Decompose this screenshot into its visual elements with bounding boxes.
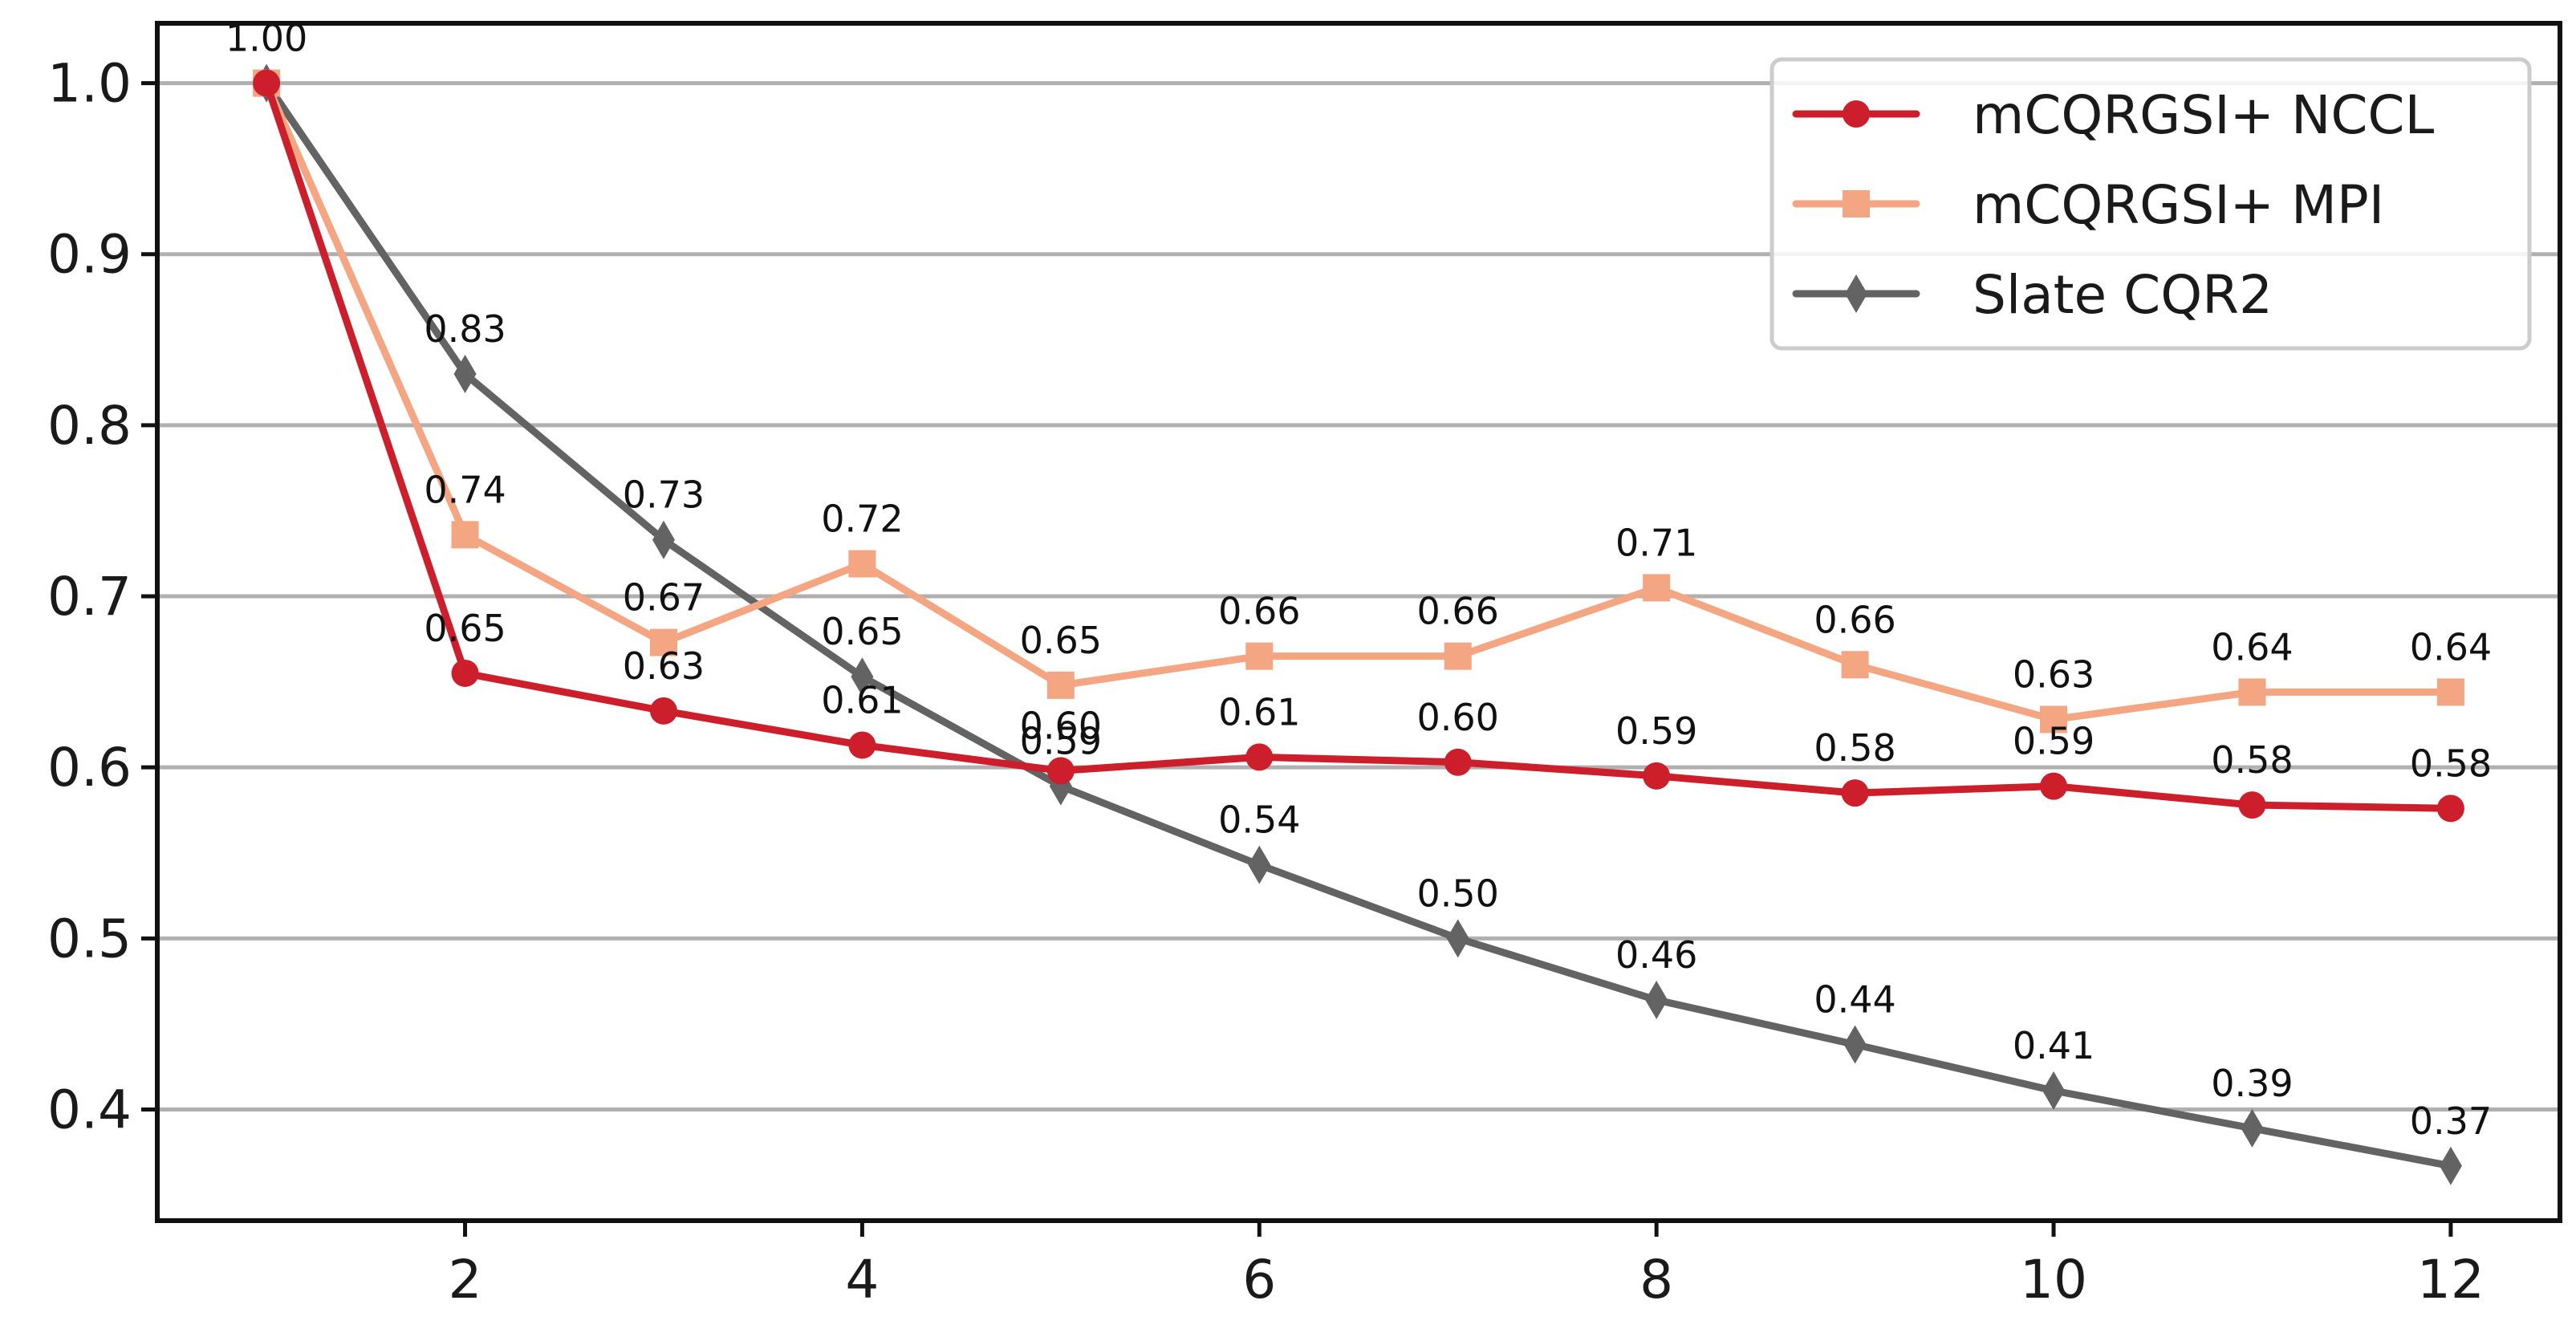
grid-lines: [157, 81, 2560, 1112]
data-point: [253, 69, 281, 97]
data-label: 0.83: [424, 307, 506, 351]
series-line: [262, 79, 2455, 723]
data-label: 0.74: [424, 468, 506, 511]
series-line: [262, 79, 2455, 1170]
data-point: [1248, 845, 1271, 884]
data-point: [451, 659, 479, 687]
y-tick-label: 0.9: [47, 224, 132, 286]
data-label: 0.59: [1615, 709, 1697, 753]
data-label: 0.71: [1615, 521, 1697, 564]
data-point: [1645, 981, 1668, 1020]
data-labels: 0.650.630.610.60 0.61 0.60 0.59 0.58 0.59 0.58…: [226, 17, 2492, 1143]
data-label: 0.44: [1814, 977, 1895, 1021]
data-label: 0.60: [1020, 704, 1102, 747]
data-point: [1643, 762, 1671, 790]
data-label: 0.61: [1218, 690, 1300, 734]
legend-marker: [1843, 190, 1870, 217]
data-label: 0.39: [2211, 1062, 2293, 1105]
data-point: [1444, 748, 1472, 776]
x-tick-label: 4: [845, 1249, 879, 1311]
data-label: 0.54: [1218, 799, 1300, 842]
data-point: [1643, 574, 1671, 602]
data-point: [649, 628, 677, 656]
data-point: [1843, 1025, 1867, 1064]
data-label: 0.58: [2410, 742, 2492, 785]
x-axis: 2 4 6 8 10 12: [449, 1221, 2485, 1311]
data-point: [2439, 1146, 2462, 1185]
legend-label: mCQRGSI+ MPI: [1973, 174, 2384, 236]
data-point: [1841, 779, 1869, 807]
data-label: 0.41: [2013, 1024, 2095, 1067]
y-tick-label: 0.7: [47, 566, 132, 628]
y-tick-label: 0.4: [47, 1079, 132, 1140]
series-line: [262, 79, 2455, 812]
data-point: [851, 657, 874, 697]
data-label: 0.63: [2013, 652, 2095, 696]
data-point: [1841, 651, 1869, 679]
data-label: 0.66: [1218, 590, 1300, 633]
data-point: [649, 697, 677, 725]
data-point: [652, 520, 675, 559]
data-point: [1245, 743, 1274, 771]
x-tick-label: 6: [1242, 1249, 1276, 1311]
data-label: 0.73: [623, 473, 705, 517]
x-tick-label: 12: [2417, 1249, 2485, 1311]
data-label: 0.65: [821, 610, 903, 653]
data-point: [1444, 642, 1472, 670]
x-tick-label: 8: [1639, 1249, 1673, 1311]
legend-marker: [1843, 100, 1870, 128]
data-point: [1046, 671, 1075, 699]
data-label: 0.46: [1615, 933, 1697, 977]
data-label: 0.58: [2211, 738, 2293, 782]
data-point: [2238, 678, 2266, 706]
legend-label: Slate CQR2: [1973, 264, 2273, 326]
data-point: [453, 354, 477, 393]
data-point: [1245, 642, 1274, 670]
data-point: [2436, 795, 2464, 823]
data-label: 0.50: [1417, 872, 1499, 915]
legend-box: [1769, 57, 2532, 351]
y-axis: 0.4 0.5 0.6 0.7 0.8 0.9 1.0: [47, 53, 157, 1140]
y-tick-label: 0.8: [47, 395, 132, 457]
legend: mCQRGSI+ NCCL mCQRGSI+ MPI Slate CQR2: [1769, 57, 2532, 351]
data-label: 0.66: [1814, 598, 1895, 641]
data-label: 0.59: [2013, 720, 2095, 763]
legend-marker: [1845, 274, 1867, 313]
series-layer: [253, 63, 2464, 1185]
data-label: 0.65: [424, 607, 506, 650]
data-label: 0.60: [1417, 696, 1499, 739]
plot-frame: [155, 21, 2562, 1223]
data-label: 0.58: [1814, 726, 1895, 770]
data-point: [2040, 705, 2068, 734]
data-label: 0.72: [821, 498, 903, 541]
data-point: [2042, 1071, 2066, 1111]
data-label: 0.66: [1417, 590, 1499, 633]
x-tick-label: 10: [2020, 1249, 2087, 1311]
data-label: 0.65: [1020, 619, 1102, 662]
data-label: 0.61: [821, 678, 903, 721]
data-point: [451, 521, 479, 549]
data-point: [2241, 1108, 2264, 1148]
legend-label: mCQRGSI+ NCCL: [1973, 84, 2435, 146]
x-tick-label: 2: [449, 1249, 482, 1311]
data-point: [1446, 919, 1469, 958]
data-point: [1046, 757, 1075, 785]
data-label: 0.64: [2211, 625, 2293, 669]
data-label: 0.64: [2410, 625, 2492, 669]
data-point: [848, 731, 876, 759]
y-tick-label: 1.0: [47, 53, 132, 115]
y-tick-label: 0.6: [47, 737, 132, 799]
data-label: 0.37: [2410, 1099, 2492, 1143]
data-label: 0.59: [1020, 720, 1102, 763]
data-point: [2436, 678, 2464, 706]
data-point: [2238, 791, 2266, 819]
data-label: 0.67: [623, 576, 705, 620]
data-point: [2040, 772, 2068, 800]
data-point: [848, 550, 876, 578]
y-tick-label: 0.5: [47, 908, 132, 969]
data-label: 0.63: [623, 644, 705, 688]
